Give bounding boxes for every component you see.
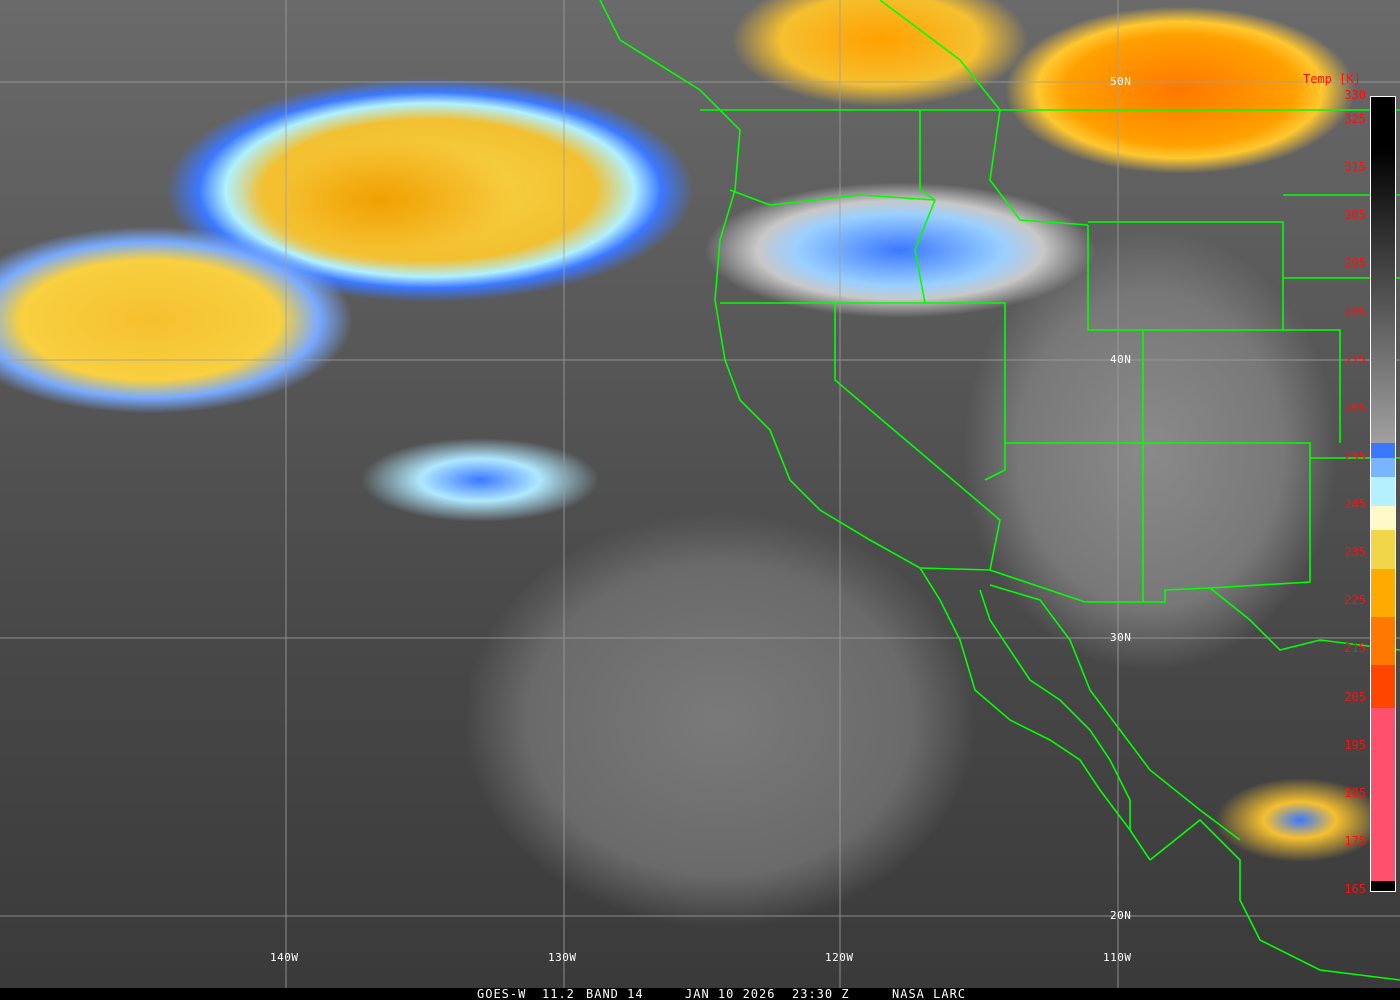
west-coastline [599, 0, 1151, 861]
colorbar-tick-label: 325 [1344, 112, 1366, 127]
product-caption-bar: GOES-W 11.2 BAND 14 JAN 10 2026 23:30 Z … [0, 987, 1400, 1000]
continental-divide-id-mt [879, 0, 1089, 226]
colorbar-segment [1371, 443, 1395, 458]
colorbar-segment [1371, 97, 1395, 444]
lon-label-140w: 140W [270, 951, 299, 964]
credit: NASA LARC [892, 987, 967, 1000]
lat-label-20n: 20N [1110, 909, 1132, 922]
colorbar-segment [1371, 708, 1395, 882]
lat-label-50n: 50N [1110, 75, 1132, 88]
lon-label-110w: 110W [1103, 951, 1132, 964]
colorbar-tick-label: 165 [1344, 882, 1366, 896]
state-line-wy [1088, 221, 1284, 330]
colorbar-tick-label: 265 [1344, 400, 1366, 415]
state-line-ut-co [1087, 225, 1341, 443]
temperature-colorbar [1370, 96, 1396, 892]
state-line-ut-az [1005, 442, 1311, 589]
colorbar-tick-label: 195 [1344, 737, 1366, 752]
colorbar-segment [1371, 881, 1395, 891]
band-name: BAND 14 [586, 987, 644, 1000]
colorbar-tick-label: 285 [1344, 304, 1366, 319]
lat-label-30n: 30N [1110, 631, 1132, 644]
satellite-name: GOES-W [477, 987, 527, 1000]
colorbar-segment [1371, 457, 1395, 478]
colorbar-tick-label: 225 [1344, 593, 1366, 608]
colorbar-segment [1371, 477, 1395, 507]
colorbar-tick-label: 255 [1344, 448, 1366, 463]
colorbar-tick-label: 205 [1344, 689, 1366, 704]
state-line-wa-or [729, 189, 936, 206]
baja-east-coast [979, 589, 1131, 830]
colorbar-tick-label: 275 [1344, 352, 1366, 367]
colorbar-segment [1371, 616, 1395, 665]
colorbar-segment [1371, 664, 1395, 709]
lon-label-120w: 120W [825, 951, 854, 964]
colorbar-segment [1371, 568, 1395, 617]
image-date: JAN 10 2026 [685, 987, 776, 1000]
state-line-ca-nv [834, 303, 1001, 571]
colorbar-title: Temp [K] [1303, 72, 1361, 86]
lat-label-40n: 40N [1110, 353, 1132, 366]
state-line-id [914, 110, 936, 304]
colorbar-tick-label: 245 [1344, 497, 1366, 512]
colorbar-segment [1371, 530, 1395, 569]
mexico-coastline [1149, 818, 1400, 981]
colorbar-tick-label: 295 [1344, 256, 1366, 271]
colorbar-tick-label: 185 [1344, 785, 1366, 800]
colorbar-tick-label: 305 [1344, 208, 1366, 223]
colorbar-tick-label: 315 [1344, 160, 1366, 175]
colorbar-tick-label: 215 [1344, 641, 1366, 656]
colorbar-segment [1371, 506, 1395, 531]
state-line-nv-ut [984, 303, 1006, 481]
colorbar-tick-label: 330 [1344, 88, 1366, 102]
colorbar-tick-label: 175 [1344, 833, 1366, 848]
channel-wavelength: 11.2 [542, 987, 575, 1000]
us-mexico-border [919, 567, 1400, 651]
lon-label-130w: 130W [548, 951, 577, 964]
political-boundaries [599, 0, 1400, 981]
colorbar-tick-label: 235 [1344, 545, 1366, 560]
gulf-coast-mainland [989, 584, 1241, 841]
image-time: 23:30 Z [792, 987, 850, 1000]
